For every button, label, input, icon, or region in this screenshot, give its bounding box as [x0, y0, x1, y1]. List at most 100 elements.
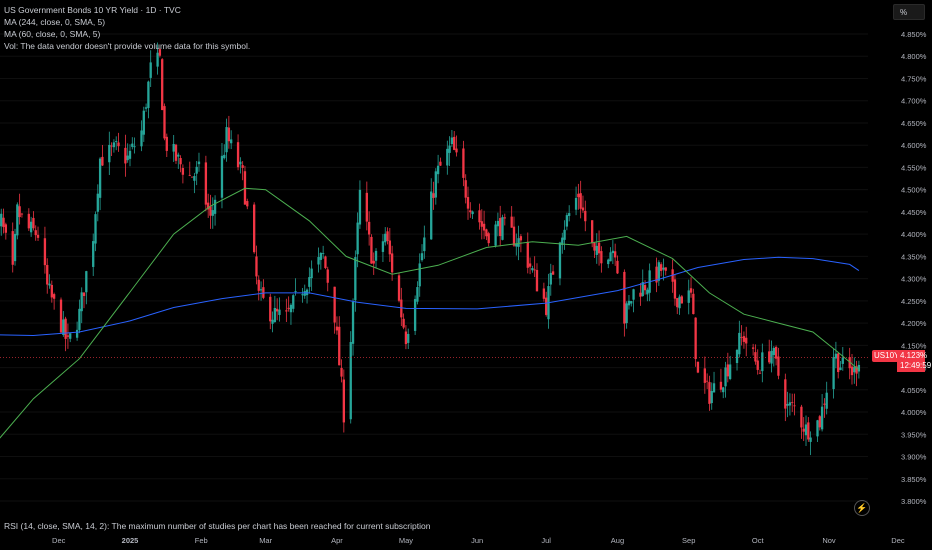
- candle-body: [742, 336, 746, 342]
- candle-body: [786, 403, 789, 406]
- candle: [676, 298, 679, 315]
- candle-body: [662, 267, 665, 270]
- candle: [448, 136, 451, 166]
- candle: [659, 262, 663, 277]
- candle-body: [326, 269, 329, 283]
- candle-body: [147, 81, 150, 108]
- x-tick-label: Feb: [195, 536, 208, 545]
- candle-body: [609, 252, 612, 262]
- candle-body: [386, 231, 389, 241]
- candle-body: [800, 406, 803, 428]
- candle: [724, 361, 727, 398]
- candle: [262, 279, 265, 300]
- candle: [528, 257, 532, 275]
- candle: [124, 134, 127, 177]
- candle: [630, 300, 633, 307]
- candle-body: [855, 366, 858, 374]
- candle: [703, 356, 706, 394]
- candle: [319, 252, 323, 270]
- candle-body: [190, 176, 194, 178]
- candle-body: [303, 291, 306, 296]
- candle: [568, 205, 571, 222]
- candle: [27, 208, 30, 231]
- candle-body: [179, 158, 182, 165]
- ma244-legend[interactable]: MA (244, close, 0, SMA, 5): [4, 17, 106, 27]
- candle: [211, 197, 214, 229]
- candle: [69, 333, 72, 343]
- candle-body: [446, 148, 449, 166]
- candle-body: [503, 217, 506, 219]
- candle: [678, 294, 681, 315]
- candle: [756, 349, 759, 375]
- candle-body: [768, 351, 771, 363]
- candle-body: [469, 210, 472, 213]
- candle-body: [712, 383, 716, 393]
- candle-body: [144, 107, 148, 109]
- candle-body: [625, 303, 628, 324]
- candle-body: [496, 220, 500, 227]
- candle: [52, 292, 56, 310]
- x-tick-label: Nov: [822, 536, 836, 545]
- candle: [742, 331, 746, 349]
- candle-body: [142, 110, 145, 135]
- candle-body: [687, 290, 690, 303]
- candle-body: [853, 366, 856, 373]
- candle: [78, 299, 81, 334]
- candle-body: [673, 279, 677, 299]
- candle: [689, 277, 693, 298]
- candle-body: [257, 279, 260, 291]
- lightning-icon[interactable]: ⚡: [854, 500, 870, 516]
- candle-body: [820, 406, 824, 430]
- candle-body: [641, 282, 644, 297]
- candle-body: [680, 296, 684, 304]
- candle: [607, 258, 610, 269]
- candle-body: [358, 189, 362, 225]
- candle-body: [165, 136, 168, 151]
- y-tick-label: 4.000%: [901, 408, 927, 417]
- candle: [712, 371, 716, 393]
- symbol-title[interactable]: US Government Bonds 10 YR Yield · 1D · T…: [4, 5, 181, 15]
- candle: [18, 193, 21, 225]
- scale-unit-button[interactable]: %: [893, 4, 925, 20]
- candle: [163, 103, 166, 141]
- candle: [321, 245, 325, 259]
- candle-body: [807, 422, 810, 440]
- candle: [710, 382, 713, 410]
- candle: [161, 58, 164, 111]
- candle-body: [126, 155, 129, 161]
- candle: [220, 143, 224, 209]
- candle: [16, 202, 19, 240]
- candle-body: [719, 381, 723, 390]
- candle-body: [78, 308, 81, 330]
- candle: [404, 325, 408, 350]
- candle-body: [402, 318, 405, 328]
- candle: [551, 265, 555, 275]
- y-tick-label: 4.450%: [901, 208, 927, 217]
- y-tick-label: 4.750%: [901, 74, 927, 83]
- candle-body: [710, 390, 713, 404]
- candle-body: [94, 214, 97, 244]
- candle-body: [275, 308, 279, 312]
- y-tick-label: 3.850%: [901, 475, 927, 484]
- candle-body: [404, 331, 408, 345]
- candle: [4, 222, 7, 240]
- candle: [837, 352, 840, 379]
- candle: [563, 220, 566, 250]
- candle-body: [128, 150, 132, 159]
- candle-body: [482, 223, 486, 231]
- candle-body: [614, 251, 617, 258]
- last-price-label: 4.123% 12:49:59: [897, 350, 931, 372]
- candle-body: [92, 241, 95, 267]
- candle: [722, 386, 725, 399]
- ma60-legend[interactable]: MA (60, close, 0, SMA, 5): [4, 29, 101, 39]
- candle: [64, 316, 67, 352]
- candle-body: [13, 233, 17, 262]
- candle: [195, 160, 198, 186]
- candle: [308, 267, 311, 294]
- candle: [834, 341, 838, 369]
- candle: [503, 213, 506, 226]
- candle-body: [439, 161, 442, 166]
- candle: [499, 205, 502, 247]
- candle-body: [632, 289, 635, 300]
